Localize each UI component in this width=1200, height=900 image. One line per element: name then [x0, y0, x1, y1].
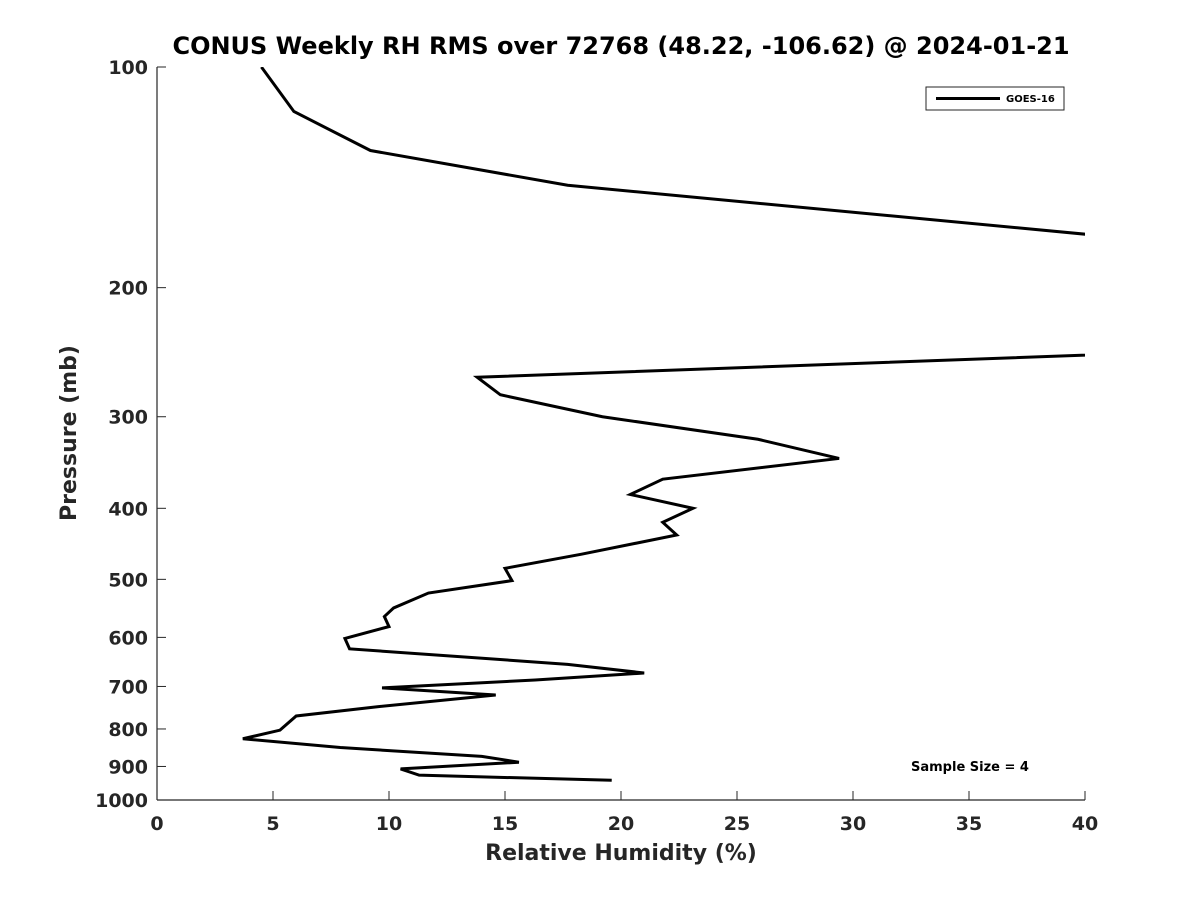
x-tick-label: 15 [492, 813, 518, 835]
x-tick-label: 40 [1072, 813, 1098, 835]
series-group [242, 67, 1085, 782]
y-tick-label: 100 [108, 57, 148, 79]
x-tick-label: 5 [266, 813, 279, 835]
x-tick-label: 25 [724, 813, 750, 835]
sample-size-annotation: Sample Size = 4 [911, 760, 1029, 775]
y-tick-label: 1000 [95, 790, 148, 812]
chart-title: CONUS Weekly RH RMS over 72768 (48.22, -… [172, 32, 1069, 60]
x-tick-label: 35 [956, 813, 982, 835]
y-tick-label: 800 [108, 719, 148, 741]
x-tick-label: 10 [376, 813, 402, 835]
series-line-goes-16 [242, 67, 1085, 782]
x-ticks: 0 5 10 15 20 25 30 35 40 [150, 791, 1098, 835]
x-tick-label: 0 [150, 813, 163, 835]
plot-area: 0 5 10 15 20 25 30 35 40 100 200 300 400 500 600 700 80… [95, 57, 1098, 835]
x-axis-label: Relative Humidity (%) [485, 841, 757, 866]
x-tick-label: 30 [840, 813, 866, 835]
y-tick-label: 900 [108, 756, 148, 778]
legend-label-goes-16: GOES-16 [1006, 94, 1055, 105]
legend: GOES-16 [925, 86, 1065, 111]
x-tick-label: 20 [608, 813, 634, 835]
y-tick-label: 600 [108, 627, 148, 649]
y-tick-label: 300 [108, 407, 148, 429]
y-tick-label: 500 [108, 569, 148, 591]
y-ticks: 100 200 300 400 500 600 700 800 900 1000 [95, 57, 166, 812]
y-tick-label: 700 [108, 676, 148, 698]
y-tick-label: 400 [108, 498, 148, 520]
y-tick-label: 200 [108, 278, 148, 300]
y-axis-label: Pressure (mb) [57, 345, 82, 521]
